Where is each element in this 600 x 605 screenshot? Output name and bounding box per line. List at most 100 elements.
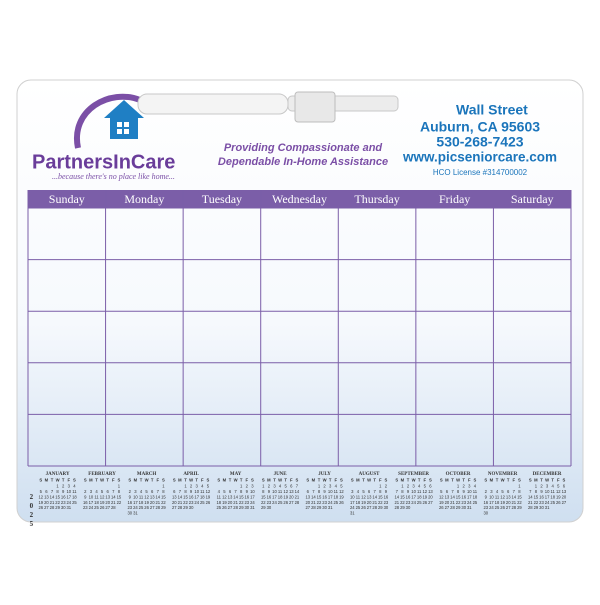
weekday-initial: W [545, 478, 549, 483]
weekday-initial: S [128, 478, 131, 483]
day-number: 29 [161, 505, 166, 510]
day-number: 12 [422, 489, 427, 494]
day-number: 7 [234, 489, 237, 494]
day-number: 15 [517, 494, 522, 499]
weekday-initial: W [145, 478, 149, 483]
day-number: 18 [278, 494, 283, 499]
day-number: 10 [411, 489, 416, 494]
weekday-initial: S [563, 478, 566, 483]
slogan: Dependable In-Home Assistance [218, 156, 388, 168]
day-number: 1 [401, 484, 404, 489]
day-number: 17 [411, 494, 416, 499]
day-number: 27 [428, 500, 433, 505]
day-number: 16 [83, 500, 88, 505]
day-number: 21 [450, 500, 455, 505]
day-number: 6 [307, 489, 310, 494]
day-number: 19 [439, 500, 444, 505]
day-number: 11 [495, 494, 500, 499]
day-number: 3 [251, 484, 254, 489]
weekday-initial: F [513, 478, 516, 483]
day-number: 16 [322, 494, 327, 499]
logo-tagline: ...because there's no place like home... [52, 172, 175, 181]
weekday-initial: T [51, 478, 54, 483]
day-number: 10 [545, 489, 550, 494]
day-number: 30 [539, 505, 544, 510]
day-number: 12 [361, 494, 366, 499]
day-number: 9 [268, 489, 271, 494]
day-number: 22 [261, 500, 266, 505]
day-number: 19 [100, 500, 105, 505]
day-number: 18 [417, 494, 422, 499]
day-number: 3 [490, 489, 493, 494]
day-number: 31 [133, 511, 138, 516]
day-number: 28 [178, 505, 183, 510]
day-number: 29 [55, 505, 60, 510]
month-name: OCTOBER [446, 472, 471, 477]
day-number: 7 [451, 489, 454, 494]
weekday-initial: W [56, 478, 60, 483]
day-number: 7 [513, 489, 516, 494]
day-number: 23 [267, 500, 272, 505]
day-number: 5 [340, 484, 343, 489]
weekday-initial: T [451, 478, 454, 483]
day-number: 2 [84, 489, 87, 494]
weekday-initial: W [278, 478, 282, 483]
day-number: 16 [384, 494, 389, 499]
weekday-initial: M [490, 478, 494, 483]
day-number: 22 [183, 500, 188, 505]
day-number: 19 [144, 500, 149, 505]
weekday-initial: M [223, 478, 227, 483]
day-number: 15 [239, 494, 244, 499]
day-number: 13 [172, 494, 177, 499]
day-number: 19 [283, 494, 288, 499]
weekday-label: Sunday [49, 192, 85, 206]
day-number: 7 [296, 484, 299, 489]
day-number: 20 [172, 500, 177, 505]
day-number: 26 [500, 505, 505, 510]
weekday-initial: S [217, 478, 220, 483]
month-name: SEPTEMBER [398, 472, 429, 477]
day-number: 25 [495, 505, 500, 510]
weekday-initial: T [329, 478, 332, 483]
day-number: 13 [305, 494, 310, 499]
day-number: 5 [40, 489, 43, 494]
day-number: 29 [456, 505, 461, 510]
day-number: 12 [339, 489, 344, 494]
day-number: 22 [55, 500, 60, 505]
day-number: 11 [417, 489, 422, 494]
day-number: 16 [406, 494, 411, 499]
day-number: 29 [400, 505, 405, 510]
weekday-initial: M [45, 478, 49, 483]
day-number: 31 [328, 505, 333, 510]
day-number: 24 [133, 505, 138, 510]
day-number: 26 [222, 505, 227, 510]
day-number: 10 [467, 489, 472, 494]
website: www.picseniorcare.com [402, 150, 557, 165]
day-number: 24 [328, 500, 333, 505]
day-number: 9 [540, 489, 543, 494]
month-name: NOVEMBER [488, 472, 518, 477]
day-number: 6 [290, 484, 293, 489]
month-name: JANUARY [46, 472, 70, 477]
day-number: 15 [534, 494, 539, 499]
day-number: 8 [56, 489, 59, 494]
weekday-initial: M [178, 478, 182, 483]
day-number: 13 [105, 494, 110, 499]
day-number: 15 [261, 494, 266, 499]
day-number: 18 [356, 500, 361, 505]
day-number: 23 [322, 500, 327, 505]
day-number: 4 [218, 489, 221, 494]
weekday-initial: F [290, 478, 293, 483]
logo-icon [73, 93, 144, 149]
day-number: 2 [323, 484, 326, 489]
address-street: Wall Street [456, 102, 528, 118]
day-number: 17 [328, 494, 333, 499]
day-number: 21 [511, 500, 516, 505]
day-number: 10 [66, 489, 71, 494]
day-number: 8 [379, 489, 382, 494]
day-number: 11 [200, 489, 205, 494]
weekday-initial: M [89, 478, 93, 483]
day-number: 7 [396, 489, 399, 494]
day-number: 4 [279, 484, 282, 489]
day-number: 20 [150, 500, 155, 505]
